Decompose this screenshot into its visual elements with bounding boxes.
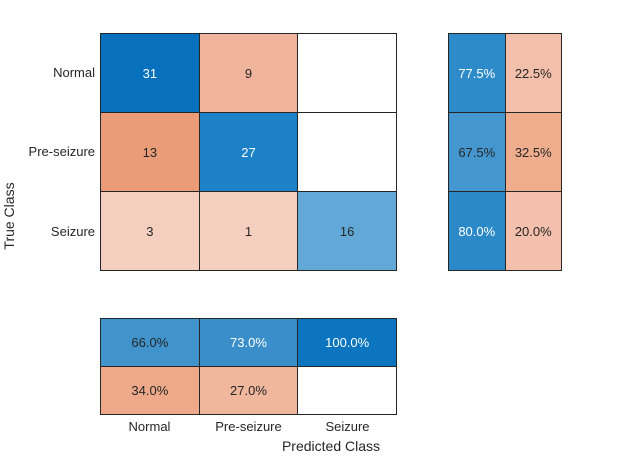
cell-true-normal-pred-pre-seizure: 9	[199, 34, 298, 112]
column-summary-grid: 66.0% 73.0% 100.0% 34.0% 27.0%	[100, 318, 397, 415]
cell-true-seizure-pred-pre-seizure: 1	[199, 192, 298, 270]
cell-true-seizure-pred-normal: 3	[101, 192, 199, 270]
x-tick-pre-seizure: Pre-seizure	[215, 419, 282, 434]
x-axis-label: Predicted Class	[281, 438, 381, 454]
row-summary-grid: 77.5% 22.5% 67.5% 32.5% 80.0% 20.0%	[448, 33, 562, 271]
cell-true-normal-pred-normal: 31	[101, 34, 199, 112]
cell-true-pre-seizure-pred-normal: 13	[101, 113, 199, 191]
x-tick-normal: Normal	[128, 419, 171, 434]
y-tick-pre-seizure: Pre-seizure	[28, 144, 95, 159]
col-summary-seizure-blank	[298, 367, 396, 414]
row-summary-seizure-incorrect: 20.0%	[505, 192, 561, 270]
col-summary-pre-seizure-correct: 73.0%	[199, 319, 298, 366]
row-summary-normal-incorrect: 22.5%	[505, 34, 561, 112]
row-summary-pre-seizure-incorrect: 32.5%	[505, 113, 561, 191]
cell-true-seizure-pred-seizure: 16	[298, 192, 396, 270]
col-summary-seizure-correct: 100.0%	[298, 319, 396, 366]
confusion-matrix-grid: 31 9 13 27 3 1 16	[100, 33, 397, 271]
cell-true-normal-pred-seizure	[298, 34, 396, 112]
cell-true-pre-seizure-pred-pre-seizure: 27	[199, 113, 298, 191]
col-summary-pre-seizure-incorrect: 27.0%	[199, 367, 298, 414]
col-summary-normal-incorrect: 34.0%	[101, 367, 199, 414]
row-summary-pre-seizure-correct: 67.5%	[449, 113, 505, 191]
y-tick-seizure: Seizure	[50, 224, 95, 239]
cell-true-pre-seizure-pred-seizure	[298, 113, 396, 191]
col-summary-normal-correct: 66.0%	[101, 319, 199, 366]
x-tick-seizure: Seizure	[325, 419, 370, 434]
row-summary-normal-correct: 77.5%	[449, 34, 505, 112]
y-axis-label: True Class	[1, 182, 17, 250]
row-summary-seizure-correct: 80.0%	[449, 192, 505, 270]
y-tick-normal: Normal	[53, 65, 95, 80]
